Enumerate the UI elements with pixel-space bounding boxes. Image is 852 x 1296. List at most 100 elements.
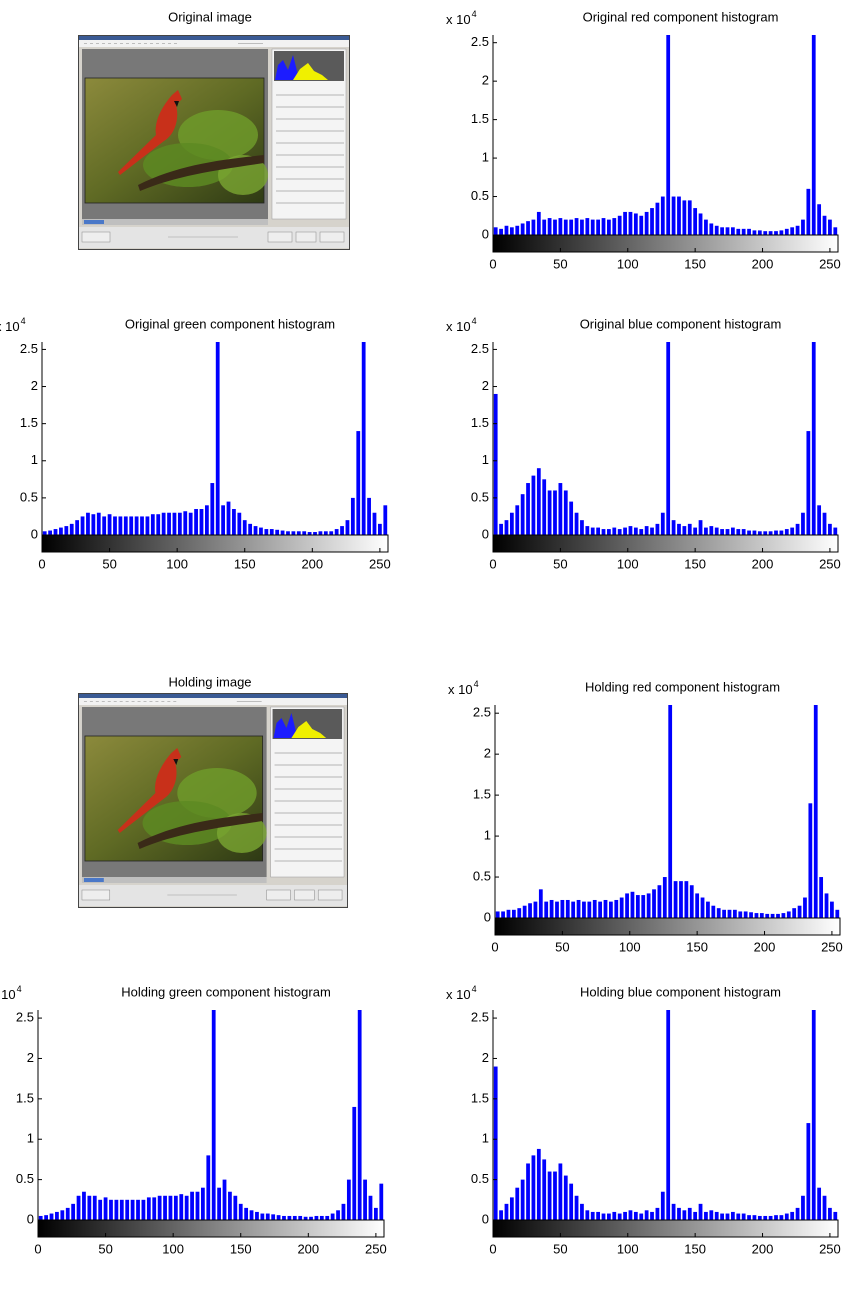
histogram-bar [785, 1214, 789, 1220]
x-tick-label: 100 [617, 1241, 639, 1256]
histogram-bar [618, 1214, 622, 1220]
histogram-bar [243, 520, 247, 535]
histogram-bar [347, 1180, 351, 1220]
histogram-bar [379, 1184, 383, 1220]
histogram-bar [792, 908, 796, 918]
histogram-bar [55, 1212, 59, 1220]
histogram-bar [736, 529, 740, 535]
histogram-bar [373, 513, 377, 535]
histogram-bar [108, 514, 112, 535]
histogram-bar [693, 1212, 697, 1220]
histogram-bar [369, 1196, 373, 1220]
y-scale-exponent: 4 [472, 316, 477, 326]
histogram-bar [293, 1216, 297, 1220]
histogram-bar [690, 885, 694, 918]
histogram-bar [808, 803, 812, 918]
histogram-bar [656, 203, 660, 235]
x-tick-label: 150 [684, 556, 706, 571]
histogram-bar [206, 1155, 210, 1220]
histogram-bar [569, 220, 573, 235]
histogram-bar [287, 1216, 291, 1220]
histogram-bar [769, 1216, 773, 1220]
histogram-bar [704, 220, 708, 235]
x-tick-label: 50 [555, 939, 569, 954]
x-tick-label: 200 [752, 256, 774, 271]
histogram-bar [129, 516, 133, 535]
histogram-bar [358, 1010, 362, 1220]
histogram-bar [602, 1214, 606, 1220]
histogram-bar [639, 216, 643, 235]
histogram-bar [758, 230, 762, 235]
histogram-bar [329, 531, 333, 535]
y-tick-label: 0.5 [471, 188, 489, 203]
y-tick-label: 0 [482, 1211, 489, 1226]
histogram-bar [701, 898, 705, 918]
histogram-bar [607, 529, 611, 535]
histogram-bar [212, 1010, 216, 1220]
x-tick-label: 150 [230, 1241, 252, 1256]
x-tick-label: 0 [489, 256, 496, 271]
histogram-bar [277, 1215, 281, 1220]
histogram-bar [618, 529, 622, 535]
histogram-bar [580, 520, 584, 535]
histogram-bar [806, 431, 810, 535]
histogram-bar [560, 900, 564, 918]
y-scale-base: x 10 [446, 319, 471, 334]
histogram-bar [833, 1212, 837, 1220]
histogram-bar [298, 1216, 302, 1220]
colorbar [493, 235, 838, 252]
histogram-bar [634, 528, 638, 535]
histogram-bar [282, 1216, 286, 1220]
screenshot-image [78, 694, 347, 908]
y-tick-label: 2 [482, 73, 489, 88]
histogram-bar [210, 483, 214, 535]
histogram-bar [183, 511, 187, 535]
histogram-bar [59, 528, 63, 535]
histogram-bar [641, 895, 645, 918]
histogram-bar [609, 902, 613, 918]
histogram-bar [677, 197, 681, 235]
histogram-bar [351, 498, 355, 535]
y-tick-label: 1.5 [16, 1090, 34, 1105]
histogram-bar [505, 1204, 509, 1220]
histogram-bar [564, 220, 568, 235]
histogram-bar [48, 531, 52, 535]
histogram-bar [201, 1188, 205, 1220]
histogram-bar [521, 223, 525, 235]
histogram-bar [796, 226, 800, 235]
histogram-bar [666, 1010, 670, 1220]
histogram-bar [264, 529, 268, 535]
y-scale-label: x 104 [446, 316, 477, 334]
histogram-bar [790, 528, 794, 535]
y-tick-label: 0.5 [471, 1171, 489, 1186]
histogram-bar [785, 529, 789, 535]
y-scale-base: x 10 [0, 987, 16, 1002]
histogram-bar [564, 1176, 568, 1220]
histogram-bar [760, 913, 764, 918]
x-tick-label: 200 [297, 1241, 319, 1256]
histogram-bar [553, 220, 557, 235]
histogram-bar [558, 1163, 562, 1220]
y-scale-exponent: 4 [472, 984, 477, 994]
x-tick-label: 150 [684, 1241, 706, 1256]
histogram-bar [98, 1200, 102, 1220]
histogram-bar [363, 1180, 367, 1220]
histogram-bar [156, 514, 160, 535]
histogram-bar [774, 231, 778, 235]
histogram-bar [780, 230, 784, 235]
histogram-bar [39, 1216, 43, 1220]
x-tick-label: 250 [369, 556, 391, 571]
y-tick-label: 0.5 [20, 489, 38, 504]
histogram-bar [569, 1184, 573, 1220]
histogram-bar [173, 513, 177, 535]
histogram-bar [352, 1107, 356, 1220]
chart-title: Original red component histogram [583, 9, 779, 24]
histogram-bar [118, 516, 122, 535]
histogram-bar [823, 216, 827, 235]
y-tick-label: 2.5 [471, 341, 489, 356]
figure: Original image Holding image Original re… [0, 0, 852, 1296]
histogram-bar [81, 516, 85, 535]
histogram-bar [742, 529, 746, 535]
histogram-bar [666, 35, 670, 235]
